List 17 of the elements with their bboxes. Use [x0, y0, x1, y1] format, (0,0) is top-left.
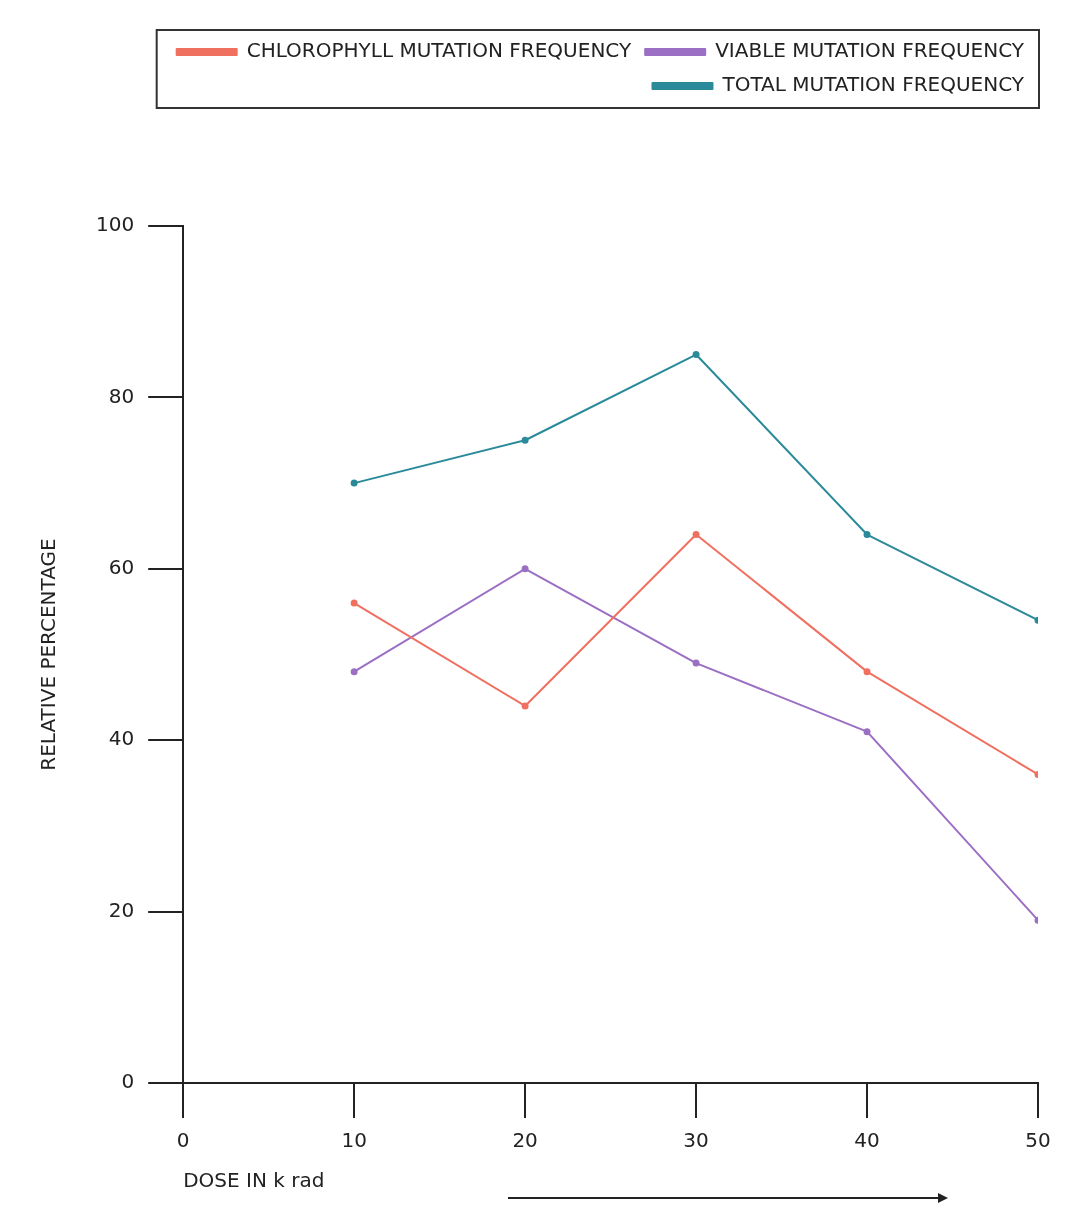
- x-tick-label: 30: [683, 1128, 709, 1153]
- y-tick-label: 0: [121, 1069, 135, 1094]
- x-tick-label: 50: [1025, 1128, 1051, 1153]
- x-tick-label: 20: [512, 1128, 538, 1153]
- y-tick-label: 60: [108, 555, 135, 579]
- legend-label: CHLOROPHYLL MUTATION FREQUENCY: [246, 38, 632, 63]
- x-tick-label: 0: [176, 1128, 190, 1153]
- x-axis-title: DOSE IN k rad: [183, 1168, 325, 1193]
- x-tick-label: 10: [341, 1128, 367, 1153]
- y-tick-label: 100: [95, 212, 135, 237]
- y-tick-label: 80: [108, 383, 135, 408]
- x-tick-label: 40: [854, 1128, 880, 1153]
- y-tick-label: 20: [108, 897, 135, 922]
- y-tick-label: 40: [108, 726, 135, 751]
- y-axis-title: RELATIVE PERCENTAGE: [36, 538, 61, 771]
- legend-label: TOTAL MUTATION FREQUENCY: [721, 72, 1025, 97]
- legend-label: VIABLE MUTATION FREQUENCY: [715, 38, 1025, 63]
